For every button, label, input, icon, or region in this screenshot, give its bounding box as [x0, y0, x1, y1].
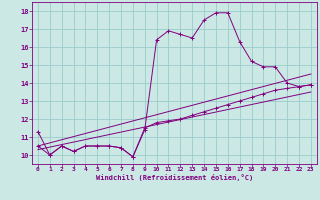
X-axis label: Windchill (Refroidissement éolien,°C): Windchill (Refroidissement éolien,°C)	[96, 174, 253, 181]
